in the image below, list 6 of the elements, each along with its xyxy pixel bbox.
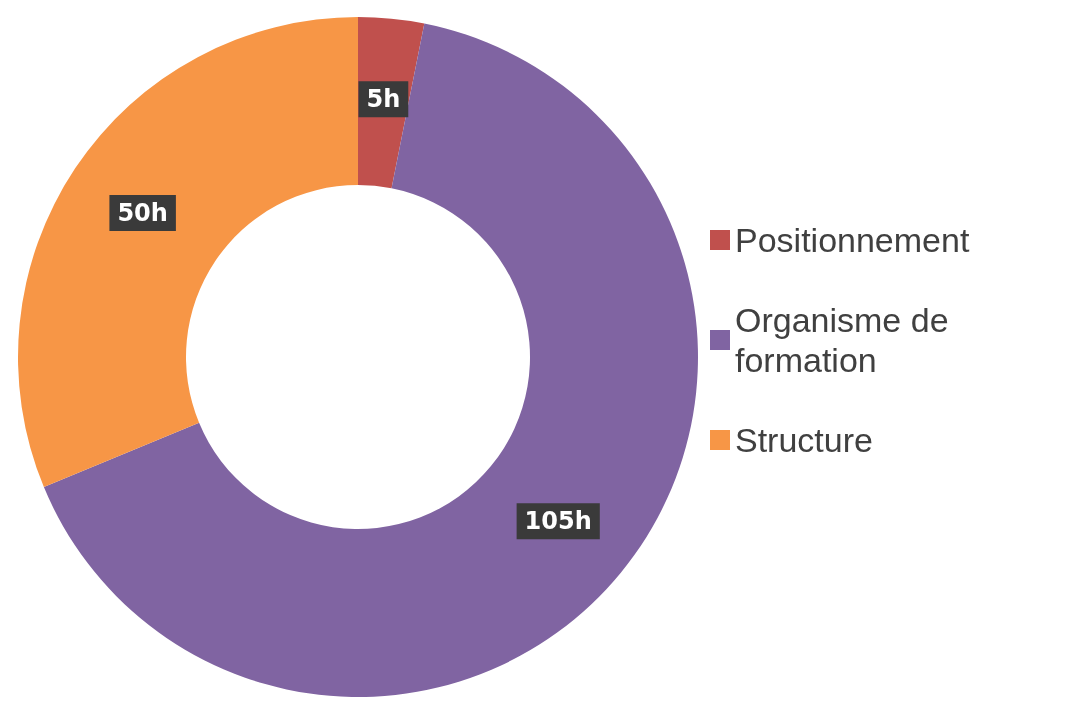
data-label: 105h	[524, 507, 592, 536]
data-label: 5h	[366, 85, 401, 114]
legend-label: Organisme de formation	[735, 301, 958, 379]
legend-label: Structure	[735, 421, 873, 459]
data-label: 50h	[117, 199, 168, 228]
legend-label: Positionnement	[735, 221, 970, 259]
